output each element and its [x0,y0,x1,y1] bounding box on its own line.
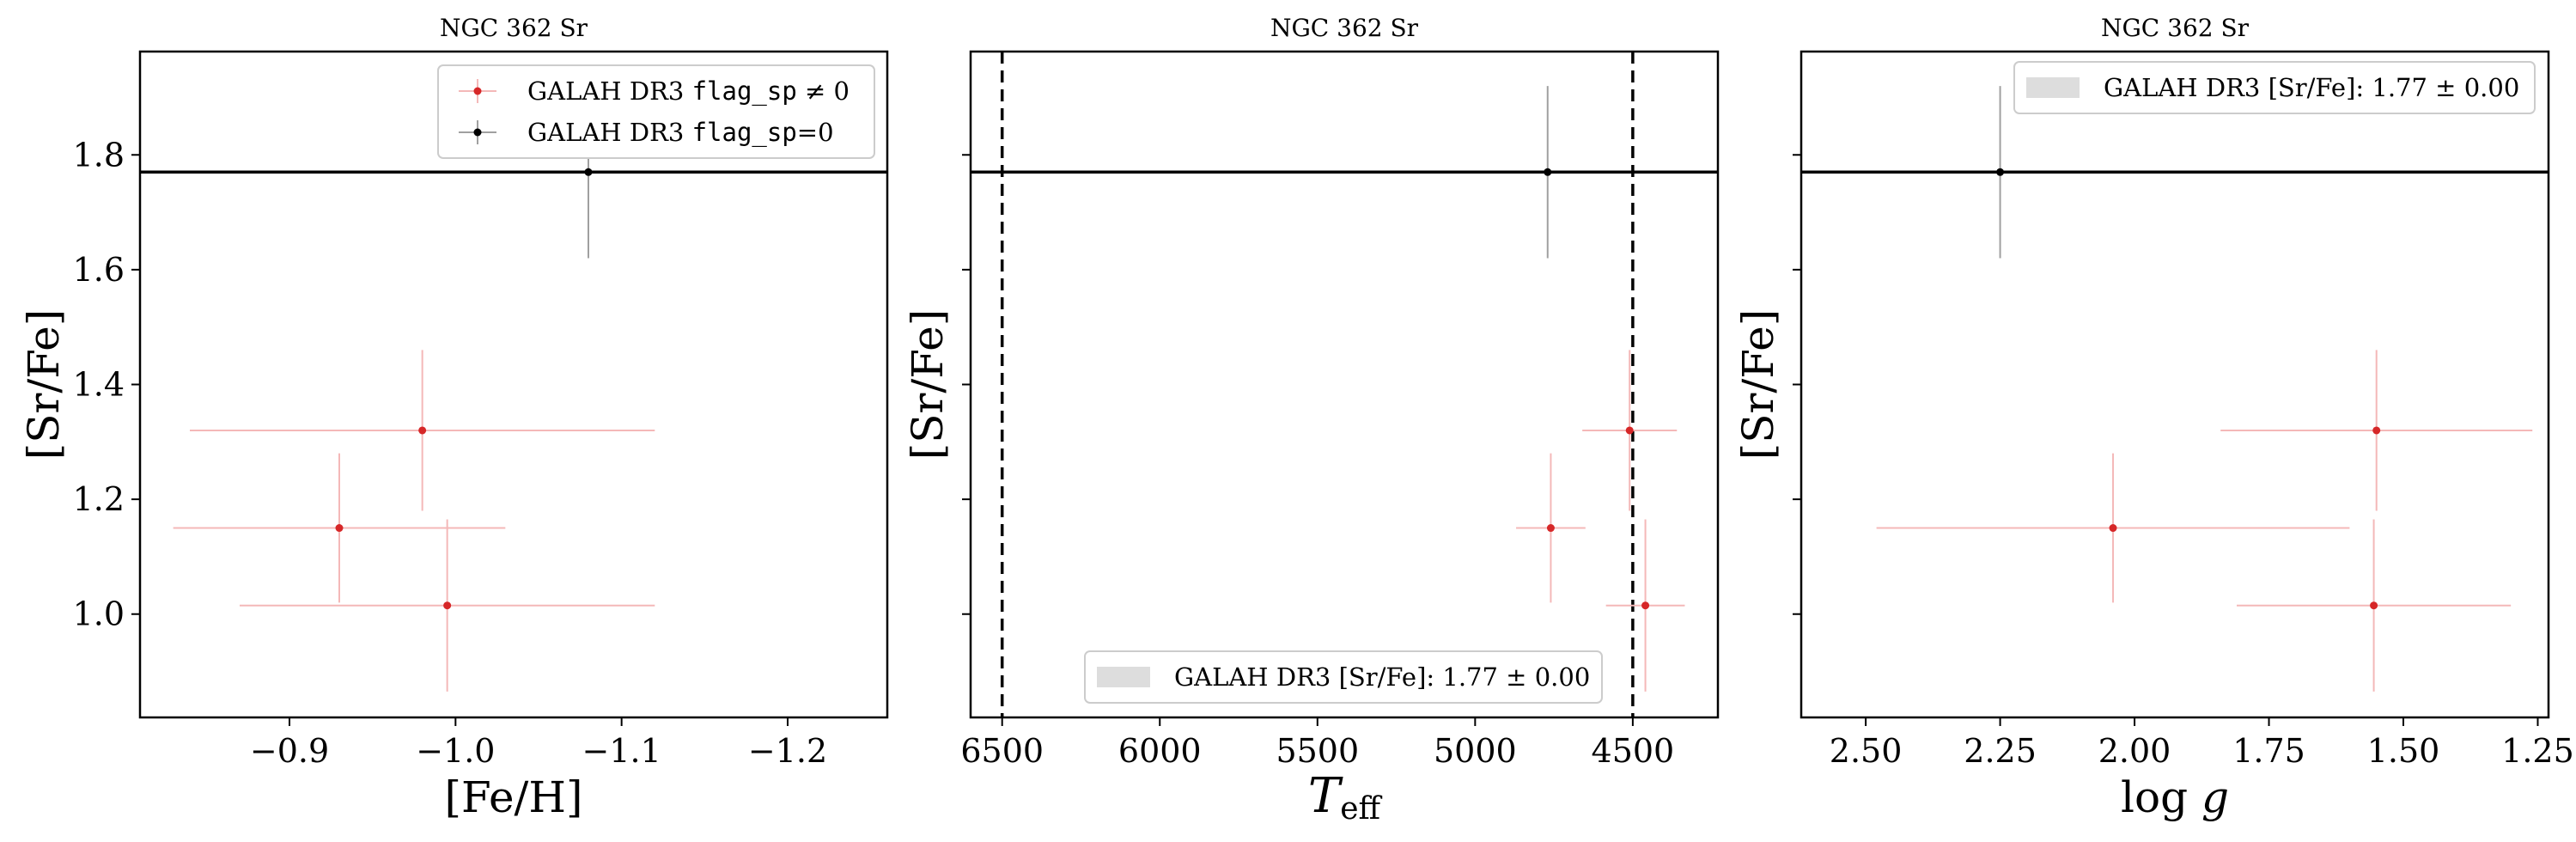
legend-handle-marker [473,128,482,137]
flagged-point [1516,453,1586,603]
flagged-point [1605,519,1685,692]
x-tick-label: 1.50 [2367,732,2440,770]
x-axis-label: [Fe/H] [444,772,582,822]
flagged-point [190,350,655,511]
x-tick-label: 4500 [1592,732,1675,770]
x-tick-label: 2.50 [1830,732,1903,770]
x-tick-label: 6000 [1118,732,1202,770]
axes-frame [969,50,1720,719]
unflagged-point [1544,86,1552,259]
legend-band-swatch [2026,77,2080,98]
y-axis-label: [Sr/Fe] [903,309,953,461]
flagged-point [2236,519,2512,692]
x-axis-label: Teff [1308,768,1383,827]
x-tick-label: 5500 [1276,732,1359,770]
legend: GALAH DR3 [Sr/Fe]: 1.77 ± 0.00 [2013,61,2536,114]
legend-frame [437,64,875,159]
data-marker [2370,601,2378,610]
x-tick-label: −0.9 [250,732,329,770]
data-marker [1625,426,1634,435]
y-axis-label: [Sr/Fe] [19,309,69,461]
flagged-point [173,453,506,603]
unflagged-point [1996,86,2005,259]
x-tick-label: 5000 [1434,732,1517,770]
data-marker [1546,524,1555,533]
axes-frame [1800,50,2550,719]
panel-title: NGC 362 Sr [440,14,588,42]
panel-3: NGC 362 Sr 2.50 2.25 2.00 1.75 1.50 1.25 [Sr/Fe… [1733,14,2574,822]
data-marker [584,168,593,176]
data-marker [335,524,344,533]
x-tick-label: 2.00 [2098,732,2171,770]
data-marker [2109,524,2117,533]
flagged-point [240,519,655,692]
legend-handle-marker [473,87,482,95]
data-marker [1996,168,2005,176]
legend: GALAH DR3 flag_sp ≠ 0 GALAH DR3 flag_sp=0 [437,64,875,159]
panel-2: NGC 362 Sr 6500 6000 5500 5000 4500 [Sr/Fe] Tef… [903,14,1720,827]
legend-entry-flag-zero: GALAH DR3 flag_sp=0 [527,118,834,148]
data-marker [443,601,452,610]
legend: GALAH DR3 [Sr/Fe]: 1.77 ± 0.00 [1084,650,1603,704]
legend-frame [1084,650,1603,704]
x-axis-label: log g [2121,772,2229,822]
flagged-point [1582,350,1678,511]
x-tick-label: −1.0 [416,732,495,770]
x-tick-label: 2.25 [1964,732,2037,770]
legend-band-swatch [1097,667,1150,687]
data-marker [1641,601,1650,610]
y-axis-label: [Sr/Fe] [1733,309,1783,461]
legend-entry-galah-value: GALAH DR3 [Sr/Fe]: 1.77 ± 0.00 [1174,662,1590,692]
y-tick-label: 1.4 [73,366,125,404]
panel-title: NGC 362 Sr [1270,14,1419,42]
flagged-point [2220,350,2533,511]
y-tick-label: 1.6 [73,251,125,289]
data-marker [418,426,427,435]
panel-1: NGC 362 Sr −0.9 −1.0 −1.1 −1.2 1.0 1.2 1.4 1.6 1.… [19,14,889,822]
legend-frame [2013,61,2536,114]
legend-entry-flag-nonzero: GALAH DR3 flag_sp ≠ 0 [527,76,850,107]
data-marker [2372,426,2381,435]
flagged-point [1876,453,2350,603]
panel-title: NGC 362 Sr [2101,14,2250,42]
y-tick-label: 1.0 [73,595,125,633]
x-tick-label: 1.75 [2232,732,2305,770]
legend-entry-galah-value: GALAH DR3 [Sr/Fe]: 1.77 ± 0.00 [2104,73,2519,102]
x-tick-label: 1.25 [2501,732,2574,770]
x-tick-label: −1.1 [582,732,661,770]
data-marker [1544,168,1552,176]
x-tick-label: −1.2 [748,732,827,770]
y-tick-label: 1.2 [73,480,125,518]
x-tick-label: 6500 [960,732,1044,770]
y-tick-label: 1.8 [73,136,125,174]
